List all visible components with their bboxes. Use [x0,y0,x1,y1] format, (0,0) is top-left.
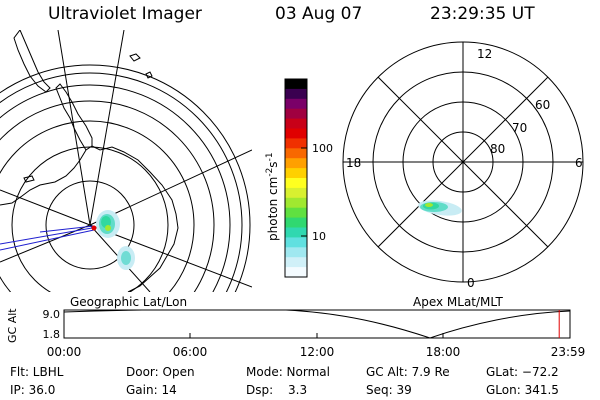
gc-alt-info: GC Alt: 7.9 Re [366,365,450,379]
y-min-label: 1.8 [43,328,61,341]
x-tick-label: 06:00 [173,345,208,359]
lat-circle [0,84,231,292]
aurora-emission-geo [96,210,135,270]
gain-info: Gain: 14 [126,383,177,397]
terminator-line [0,227,93,245]
instrument-title: Ultraviolet Imager [48,4,202,24]
time-label: 23:29:35 UT [430,4,535,24]
island [129,53,141,62]
colorbar-frame [284,78,308,278]
south-america-outline [13,30,51,93]
x-tick-label: 18:00 [426,345,461,359]
apex-polar-plot [342,41,584,283]
colorbar-band [285,207,307,219]
x-tick-label: 00:00 [47,345,82,359]
meridian [89,149,252,226]
colorbar-band [285,247,307,258]
terminator-line [0,229,95,251]
lat-circle [45,180,135,270]
dsp-label: Dsp: [246,383,274,397]
colorbar-tick-label: 100 [312,142,333,155]
antarctic-coastline [0,145,179,292]
door-info: Door: Open [126,365,195,379]
sun-direction-marker [91,225,97,231]
mlt-label-18: 18 [346,156,361,170]
lat-circle [0,64,251,292]
colorbar-band [285,168,307,179]
lat-circle [0,72,243,292]
colorbar-band [285,158,307,169]
colorbar-band [285,227,307,238]
mlat-label-70: 70 [512,121,527,135]
meridian [89,30,125,226]
colorbar-band [285,79,307,90]
terminator-line [39,225,95,233]
mlt-label-6: 6 [575,156,583,170]
meridian [0,189,91,226]
colorbar-band [285,148,307,159]
colorbar-band [285,237,307,248]
apex-panel-label: Apex MLat/MLT [413,295,503,309]
island [145,71,153,79]
filter-info: Flt: LBHL [10,365,64,379]
colorbar-band [285,217,307,229]
colorbar-units: photon cm-2s-1 [265,152,280,241]
island [23,175,35,183]
mlt-diagonal [377,76,549,248]
glon-info: GLon: 341.5 [486,383,559,397]
colorbar-band [285,187,307,199]
mode-info: Mode: Normal [246,365,330,379]
colorbar [285,79,307,278]
dsp-value: 3.3 [288,383,308,397]
lat-circle [0,120,195,292]
glat-info: GLat: −72.2 [486,365,559,379]
antarctic-peninsula [55,83,93,151]
y-axis-label: GC Alt [6,308,19,343]
mlat-label-80: 80 [490,142,505,156]
x-tick-label: 12:00 [300,345,335,359]
colorbar-band [285,197,307,209]
colorbar-band [285,257,307,268]
colorbar-band [285,108,307,120]
colorbar-band [285,88,307,100]
mlat-label-60: 60 [535,98,550,112]
geographic-map [0,30,252,292]
date-label: 03 Aug 07 [275,4,363,24]
colorbar-band [285,138,307,149]
geographic-panel-label: Geographic Lat/Lon [70,295,187,309]
mlt-label-0: 0 [467,276,475,290]
y-max-label: 9.0 [43,308,61,321]
colorbar-band [285,267,307,278]
aurora-emission-apex [418,200,462,216]
lat-circle [0,100,215,292]
colorbar-tick-label: 10 [312,230,326,243]
x-tick-label: 23:59 [551,345,586,359]
colorbar-band [285,98,307,110]
colorbar-band [285,128,307,139]
mlt-label-12: 12 [477,47,492,61]
meridian [89,224,252,288]
colorbar-band [285,118,307,130]
colorbar-band [285,178,307,189]
altitude-curve [64,310,570,338]
seq-info: Seq: 39 [366,383,412,397]
ip-info: IP: 36.0 [10,383,56,397]
